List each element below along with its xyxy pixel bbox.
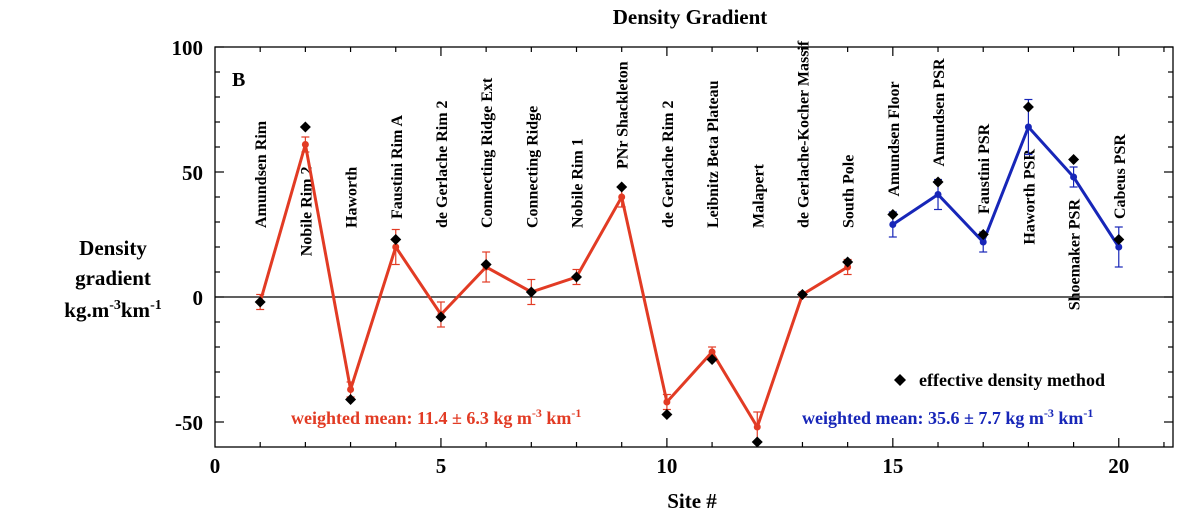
x-tick-label: 20 [1108, 454, 1129, 478]
data-point [934, 191, 942, 198]
weighted-mean-blue: weighted mean: 35.6 ± 7.7 kg m-3 km-1 [802, 406, 1093, 428]
effective-density-marker [345, 394, 357, 405]
site-label: Connecting Ridge Ext [479, 77, 496, 228]
series-line-red [258, 144, 849, 431]
site-label: Nobile Rim 2 [298, 167, 315, 257]
effective-density-marker [842, 256, 854, 268]
site-label: Connecting Ridge [524, 106, 541, 228]
effective-density-marker [299, 121, 311, 133]
x-axis-title: Site # [667, 489, 717, 513]
data-point [889, 221, 897, 228]
panel-label: B [232, 69, 245, 91]
data-point [347, 386, 355, 393]
effective-density-marker [796, 289, 808, 300]
site-label: Haworth PSR [1021, 149, 1038, 245]
site-label: Malapert [750, 163, 767, 228]
data-point [708, 348, 716, 356]
x-tick-label: 10 [656, 454, 677, 478]
site-label: Amundsen PSR [931, 58, 948, 166]
y-axis-title-line: gradient [75, 266, 151, 290]
effective-density-marker [751, 436, 763, 448]
site-label: Amundsen Floor [886, 81, 903, 196]
y-axis-title-line: Density [79, 236, 147, 260]
site-label: de Gerlache Rim 2 [434, 100, 451, 228]
series-line-blue [892, 124, 1121, 248]
legend-label: effective density method [919, 370, 1105, 390]
effective-density-marker [932, 176, 944, 188]
site-label: Faustini PSR [976, 123, 993, 214]
y-tick-label: 0 [193, 286, 204, 310]
weighted-mean-red: weighted mean: 11.4 ± 6.3 kg m-3 km-1 [291, 406, 581, 428]
effective-density-marker [390, 234, 402, 245]
x-tick-label: 5 [436, 454, 447, 478]
effective-density-marker [525, 286, 537, 298]
y-tick-label: -50 [175, 411, 203, 435]
effective-density-marker [706, 354, 718, 365]
effective-density-marker [480, 259, 492, 270]
data-point [392, 243, 400, 251]
effective-density-marker [254, 296, 266, 308]
chart-title: Density Gradient [613, 5, 768, 29]
effective-density-marker [1068, 154, 1080, 165]
site-label: Cabeus PSR [1112, 134, 1129, 219]
data-point [618, 193, 626, 201]
x-tick-label: 0 [210, 454, 221, 478]
site-label: de Gerlache-Kocher Massif [795, 40, 812, 228]
site-label: PNr Shackleton [615, 61, 632, 169]
data-point [1024, 123, 1032, 131]
legend-marker [894, 374, 906, 386]
effective-density-marker [661, 409, 673, 420]
site-label: Haworth [344, 167, 361, 228]
x-tick-label: 15 [882, 454, 903, 478]
data-point [1070, 173, 1078, 181]
effective-density-marker [1022, 101, 1034, 113]
data-point [1115, 243, 1123, 251]
site-label: Shoemaker PSR [1067, 199, 1084, 311]
site-label: Nobile Rim 1 [570, 138, 587, 228]
effective-density-marker [616, 181, 628, 193]
y-tick-label: 100 [172, 36, 204, 60]
site-label: Faustini Rim A [389, 115, 406, 219]
site-label: South Pole [841, 155, 858, 228]
y-tick-label: 50 [182, 161, 203, 185]
data-point [979, 238, 987, 246]
effective-density-marker [1113, 234, 1125, 245]
data-point [301, 141, 309, 148]
effective-density-marker [887, 209, 899, 220]
site-label: de Gerlache Rim 2 [660, 100, 677, 228]
y-axis-title: Density gradient kg.m-3km-1 [64, 236, 161, 322]
data-point [753, 423, 761, 431]
effective-density-marker [571, 271, 583, 283]
data-point [663, 398, 671, 406]
site-label: Leibnitz Beta Plateau [705, 80, 722, 228]
effective-density-marker [977, 229, 989, 240]
site-label: Amundsen Rim [253, 120, 270, 228]
y-axis-title-units: kg.m-3km-1 [64, 298, 161, 322]
effective-density-marker [435, 311, 447, 323]
